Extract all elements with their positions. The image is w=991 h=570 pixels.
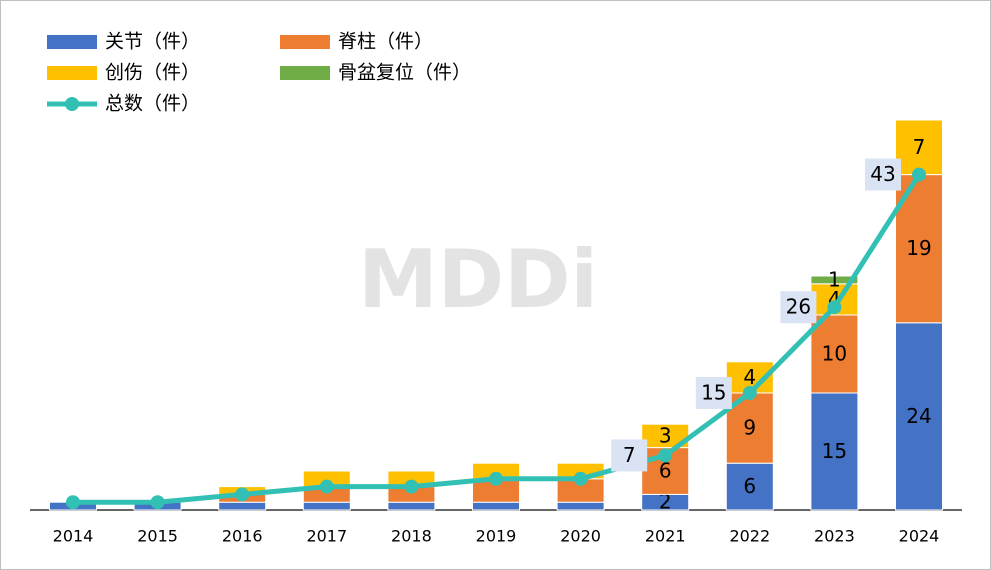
bar-segment [810, 275, 859, 285]
legend-swatch [47, 66, 97, 80]
total-label-box [611, 439, 648, 472]
legend-label: 脊柱（件） [338, 31, 433, 53]
legend-swatch [280, 35, 330, 49]
total-marker [742, 386, 757, 400]
total-marker [150, 495, 165, 510]
total-label-box [780, 291, 817, 324]
legend-swatch [280, 66, 330, 80]
bar-segment [302, 501, 351, 511]
total-label-box [865, 158, 901, 191]
bar-value-label: 2 [659, 490, 672, 514]
bar-value-label: 4 [743, 365, 756, 389]
total-marker [235, 487, 250, 502]
x-tick-label: 2019 [476, 527, 517, 546]
x-tick-label: 2017 [306, 527, 347, 546]
legend-swatch [47, 35, 97, 49]
bar-segment [387, 501, 436, 511]
bar-segment [725, 462, 774, 511]
x-tick-label: 2024 [899, 527, 940, 546]
x-tick-label: 2014 [53, 527, 94, 546]
bar-value-label: 6 [659, 459, 672, 483]
total-value-label: 43 [870, 162, 895, 186]
bar-segment [556, 501, 605, 511]
bar-segment [218, 501, 267, 511]
bar-segment [810, 314, 859, 394]
watermark: MDDi [358, 233, 598, 326]
bar-value-label: 3 [659, 423, 672, 447]
total-marker [573, 471, 588, 486]
bar-segment [810, 392, 859, 511]
bar-value-label: 1 [828, 267, 841, 291]
bar-value-label: 6 [743, 474, 756, 498]
x-tick-label: 2020 [560, 527, 601, 546]
total-marker [912, 167, 926, 182]
total-marker [827, 300, 842, 315]
total-marker [319, 479, 334, 494]
total-label-box [695, 377, 732, 409]
legend-label: 关节（件） [105, 31, 200, 53]
legend-marker [65, 97, 79, 111]
total-marker [66, 495, 80, 510]
x-tick-label: 2015 [137, 527, 178, 546]
bar-value-label: 19 [906, 236, 931, 260]
legend-label: 骨盆复位（件） [338, 62, 471, 84]
total-marker [404, 479, 419, 494]
bar-value-label: 15 [822, 439, 847, 463]
bar-value-label: 10 [822, 342, 847, 366]
x-tick-label: 2022 [729, 527, 770, 546]
x-tick-label: 2021 [645, 527, 686, 546]
x-tick-label: 2018 [391, 527, 432, 546]
bar-value-label: 7 [913, 135, 926, 159]
total-marker [658, 448, 673, 463]
x-tick-label: 2016 [222, 527, 263, 546]
bar-segment [895, 119, 943, 176]
total-value-label: 26 [786, 295, 811, 319]
bar-value-label: 9 [743, 416, 756, 440]
legend-label: 创伤（件） [105, 62, 200, 84]
total-value-label: 7 [623, 443, 636, 467]
bar-value-label: 24 [906, 404, 931, 428]
total-value-label: 15 [701, 381, 726, 405]
total-marker [489, 471, 503, 486]
x-tick-label: 2023 [814, 527, 855, 546]
legend-label: 总数（件） [105, 93, 200, 115]
bar-segment [472, 501, 520, 511]
bar-segment [895, 322, 943, 511]
